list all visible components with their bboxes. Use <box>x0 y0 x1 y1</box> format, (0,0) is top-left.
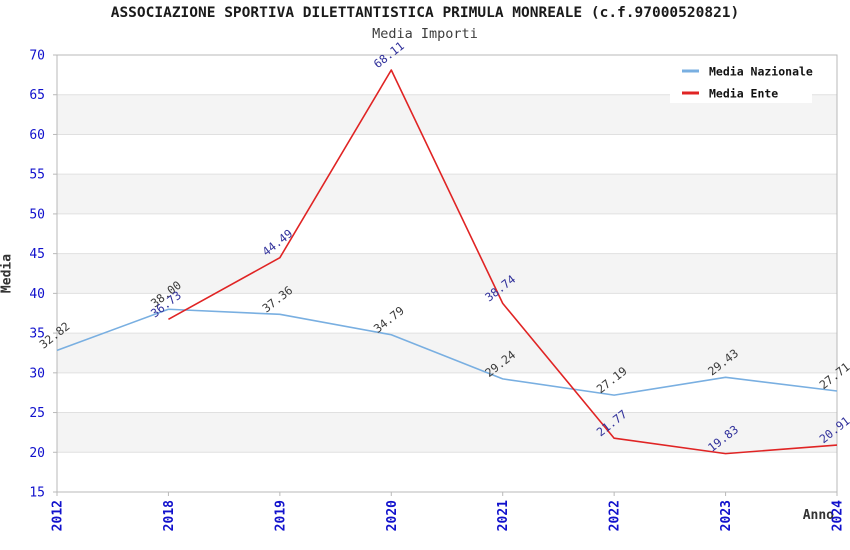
legend-label: Media Ente <box>709 87 778 101</box>
y-tick-label: 50 <box>29 207 45 222</box>
legend-item-media-ente[interactable]: Media Ente <box>682 87 778 101</box>
chart-subtitle: Media Importi <box>372 26 478 42</box>
x-tick-label: 2012 <box>51 500 66 531</box>
chart-title: ASSOCIAZIONE SPORTIVA DILETTANTISTICA PR… <box>110 5 740 21</box>
y-tick-label: 25 <box>29 406 45 421</box>
background-band <box>57 333 837 373</box>
series-line-media-nazionale <box>56 308 838 396</box>
x-tick-label: 2020 <box>385 500 400 531</box>
y-tick-label: 70 <box>29 49 45 64</box>
x-tick-label: 2021 <box>496 500 511 531</box>
legend-box <box>670 57 812 103</box>
series-line-media-ente <box>168 69 838 455</box>
background-band <box>57 412 837 453</box>
y-tick-label: 40 <box>29 287 45 302</box>
y-tick-label: 45 <box>29 247 45 262</box>
x-tick-label: 2023 <box>719 500 734 531</box>
y-tick-label: 65 <box>29 88 45 103</box>
x-tick-label: 2024 <box>831 500 846 531</box>
y-tick-label: 30 <box>29 366 45 381</box>
background-band <box>57 174 837 214</box>
y-tick-label: 20 <box>29 446 45 461</box>
x-tick-label: 2019 <box>273 500 288 531</box>
y-tick-label: 55 <box>29 168 45 183</box>
legend-label: Media Nazionale <box>709 65 813 79</box>
background-band <box>57 253 837 294</box>
plot-border <box>56 54 838 493</box>
x-tick-label: 2018 <box>162 500 177 531</box>
legend-item-media-nazionale[interactable]: Media Nazionale <box>682 65 813 79</box>
y-tick-label: 15 <box>29 486 45 501</box>
y-tick-label: 35 <box>29 327 45 342</box>
y-tick-label: 60 <box>29 128 45 143</box>
data-label: 34.79 <box>371 303 407 335</box>
x-tick-label: 2022 <box>608 500 623 531</box>
x-axis-title: Anno <box>802 508 834 523</box>
